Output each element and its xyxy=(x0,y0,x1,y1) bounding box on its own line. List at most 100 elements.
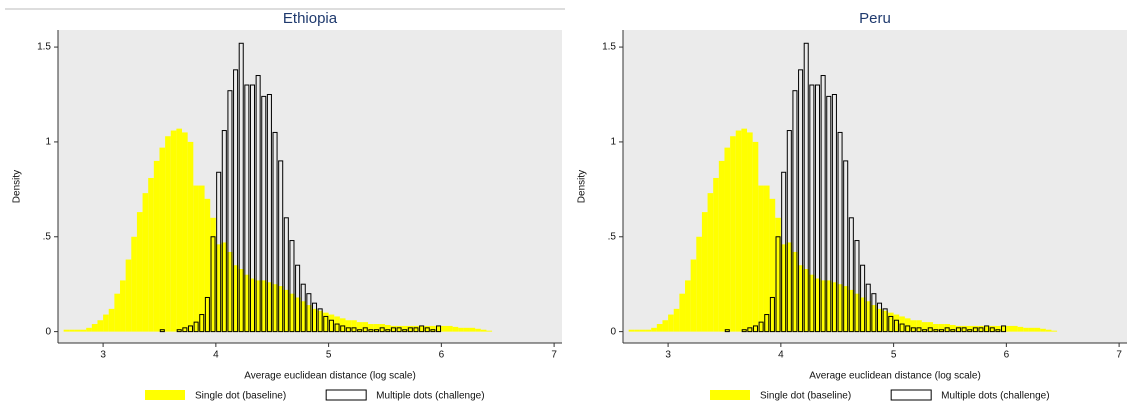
histogram-bar xyxy=(384,324,391,332)
histogram-bar xyxy=(193,185,199,332)
histogram-bar xyxy=(396,325,402,332)
histogram-bar xyxy=(696,236,702,332)
x-tick-label: 4 xyxy=(213,350,219,361)
histogram-bar xyxy=(848,217,854,333)
histogram-bar xyxy=(927,322,934,332)
histogram-bar xyxy=(938,324,945,332)
histogram-bar xyxy=(187,141,194,332)
histogram-bar xyxy=(724,147,731,332)
histogram-bar xyxy=(893,314,900,332)
histogram-bar xyxy=(407,325,414,332)
histogram-bar xyxy=(374,329,380,333)
histogram-bar xyxy=(865,283,871,333)
histogram-bar xyxy=(893,319,899,333)
histogram-bar xyxy=(430,325,436,332)
histogram-bar xyxy=(233,69,239,333)
histogram-bar xyxy=(639,329,646,332)
histogram-bar xyxy=(446,325,453,332)
histogram-bar xyxy=(204,296,210,333)
histogram-bar xyxy=(424,325,431,332)
histogram-bar xyxy=(995,329,1001,333)
histogram-bar xyxy=(820,75,826,333)
histogram-bar xyxy=(131,236,137,332)
histogram-bar xyxy=(730,136,736,332)
histogram-bar xyxy=(871,293,877,333)
histogram-bar xyxy=(278,160,284,333)
histogram-bar xyxy=(752,141,759,332)
histogram-bar xyxy=(317,310,323,332)
histogram-bar xyxy=(328,319,334,333)
histogram-bar xyxy=(628,329,635,332)
histogram-bar xyxy=(848,289,855,332)
chart-title: Ethiopia xyxy=(283,10,338,27)
x-tick-label: 4 xyxy=(778,350,784,361)
histogram-bar xyxy=(921,322,928,332)
histogram-bar xyxy=(803,269,810,332)
histogram-bar xyxy=(837,131,843,333)
histogram-bar xyxy=(249,278,256,332)
histogram-bar xyxy=(418,325,425,332)
histogram-bar xyxy=(436,325,442,333)
y-tick-label: 1.5 xyxy=(602,42,616,53)
histogram-bar xyxy=(916,320,922,332)
histogram-bar xyxy=(989,325,996,332)
histogram-bar xyxy=(972,325,979,332)
histogram-bar xyxy=(876,302,883,333)
histogram-bar xyxy=(989,327,995,333)
histogram-bar xyxy=(701,212,708,332)
histogram-bar xyxy=(797,265,804,332)
histogram-bar xyxy=(294,297,301,332)
histogram-bar xyxy=(831,93,837,333)
histogram-bar xyxy=(769,198,776,332)
histogram-bar xyxy=(837,284,843,332)
histogram-bar xyxy=(413,325,419,332)
x-tick-label: 7 xyxy=(1116,350,1122,361)
histogram-bar xyxy=(469,327,476,332)
y-tick-label: 1 xyxy=(610,137,616,148)
histogram-bar xyxy=(831,282,838,332)
histogram-bar xyxy=(390,325,397,332)
histogram-bar xyxy=(662,320,669,332)
histogram-bar xyxy=(876,308,883,332)
histogram-bar xyxy=(396,327,402,333)
histogram-bar xyxy=(170,130,177,332)
histogram-bar xyxy=(165,136,171,332)
histogram-bar xyxy=(142,193,149,332)
histogram-bar xyxy=(758,321,764,333)
histogram-bar xyxy=(289,240,295,333)
histogram-bar xyxy=(656,324,663,332)
histogram-bar xyxy=(311,302,318,333)
histogram-bar xyxy=(244,274,250,332)
histogram-bar xyxy=(221,242,228,332)
histogram-bar xyxy=(764,314,770,333)
histogram-bar xyxy=(1051,330,1058,332)
histogram-bar xyxy=(842,286,849,332)
y-tick-label: .5 xyxy=(43,231,52,242)
histogram-bar xyxy=(1011,325,1018,332)
histogram-bar xyxy=(758,185,764,332)
legend-swatch xyxy=(325,389,367,401)
histogram-bar xyxy=(159,147,166,332)
y-axis-label: Density xyxy=(12,170,23,203)
histogram-bar xyxy=(362,327,368,333)
histogram-bar xyxy=(933,329,939,333)
legend-label: Multiple dots (challenge) xyxy=(941,391,1049,402)
histogram-bar xyxy=(74,329,81,332)
histogram-bar xyxy=(978,325,984,332)
histogram-bar xyxy=(215,244,222,332)
y-tick-label: 0 xyxy=(610,326,616,337)
histogram-bar xyxy=(1023,327,1029,332)
histogram-bar xyxy=(407,327,413,333)
histogram-bar xyxy=(339,318,346,332)
histogram-bar xyxy=(424,327,430,333)
histogram-bar xyxy=(120,280,126,332)
x-tick-label: 3 xyxy=(665,350,671,361)
histogram-bar xyxy=(356,322,363,332)
histogram-bar xyxy=(1045,329,1052,332)
histogram-bar xyxy=(769,296,775,333)
histogram-bar xyxy=(328,314,335,332)
panel: Ethiopia 0 .5 1 1.5 3 4 5 6 7 Average euclidean di… xyxy=(5,8,565,402)
histogram-bar xyxy=(266,282,273,332)
histogram-bar xyxy=(741,329,747,333)
histogram-bar xyxy=(950,329,956,333)
